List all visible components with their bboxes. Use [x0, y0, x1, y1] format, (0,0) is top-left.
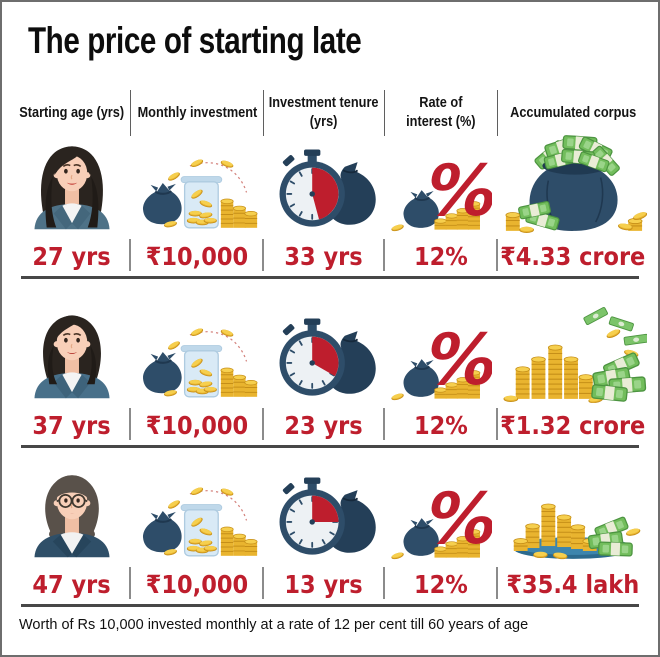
- value-tenure: 13 yrs: [284, 569, 363, 599]
- stopwatch-money-bag-icon: [265, 143, 383, 234]
- row-separator: [21, 276, 639, 279]
- column-header-monthly-investment: Monthly investment: [130, 90, 263, 136]
- value-starting-age: 27 yrs: [32, 241, 111, 271]
- value-corpus: ₹4.33 crore: [500, 241, 646, 271]
- table-row-age-27: 27 yrs ₹10,000 33 yrs 12% ₹4.33 crore: [13, 136, 649, 276]
- coins-on-plate-icon: [499, 463, 647, 562]
- footer-separator: [21, 604, 639, 607]
- value-monthly-investment: ₹10,000: [145, 241, 248, 271]
- value-corpus: ₹1.32 crore: [500, 410, 646, 440]
- table-row-age-47: 47 yrs ₹10,000 13 yrs 12% ₹35.4 lakh: [13, 448, 649, 604]
- column-header-starting-age: Starting age (yrs): [19, 103, 124, 121]
- value-starting-age: 37 yrs: [32, 410, 111, 440]
- value-rate: 12%: [413, 410, 468, 440]
- money-bag-coin-jar-icon: [135, 478, 259, 562]
- stopwatch-money-bag-icon: [265, 312, 383, 403]
- column-header-rate-of-interest: Rate of interest (%): [384, 90, 497, 136]
- cash-sack-overflowing-icon: [499, 135, 647, 234]
- money-bag-coin-jar-icon: [135, 150, 259, 234]
- woman-middle-aged-icon: [33, 314, 110, 400]
- woman-older-glasses-icon: [33, 474, 110, 559]
- value-monthly-investment: ₹10,000: [145, 569, 248, 599]
- coin-stacks-flying-notes-icon: [499, 304, 647, 403]
- woman-young-icon: [33, 145, 110, 231]
- percent-coins-icon: [389, 317, 492, 403]
- footnote: Worth of Rs 10,000 invested monthly at a…: [19, 617, 529, 633]
- value-rate: 12%: [413, 241, 468, 271]
- column-header-accumulated-corpus: Accumulated corpus: [497, 90, 649, 136]
- value-starting-age: 47 yrs: [32, 569, 111, 599]
- percent-coins-icon: [389, 476, 492, 562]
- table-row-age-37: 37 yrs ₹10,000 23 yrs 12% ₹1.32 crore: [13, 279, 649, 445]
- value-tenure: 33 yrs: [284, 241, 363, 271]
- page-title: The price of starting late: [28, 20, 362, 61]
- money-bag-coin-jar-icon: [135, 319, 259, 403]
- stopwatch-money-bag-icon: [265, 471, 383, 562]
- column-header-investment-tenure: Investment tenure (yrs): [263, 90, 384, 136]
- row-separator: [21, 445, 639, 448]
- value-monthly-investment: ₹10,000: [145, 410, 248, 440]
- value-rate: 12%: [413, 569, 468, 599]
- value-tenure: 23 yrs: [284, 410, 363, 440]
- percent-coins-icon: [389, 148, 492, 234]
- value-corpus: ₹35.4 lakh: [506, 569, 640, 599]
- comparison-table: Starting age (yrs) Monthly investment In…: [13, 90, 649, 633]
- table-header-row: Starting age (yrs) Monthly investment In…: [13, 90, 649, 136]
